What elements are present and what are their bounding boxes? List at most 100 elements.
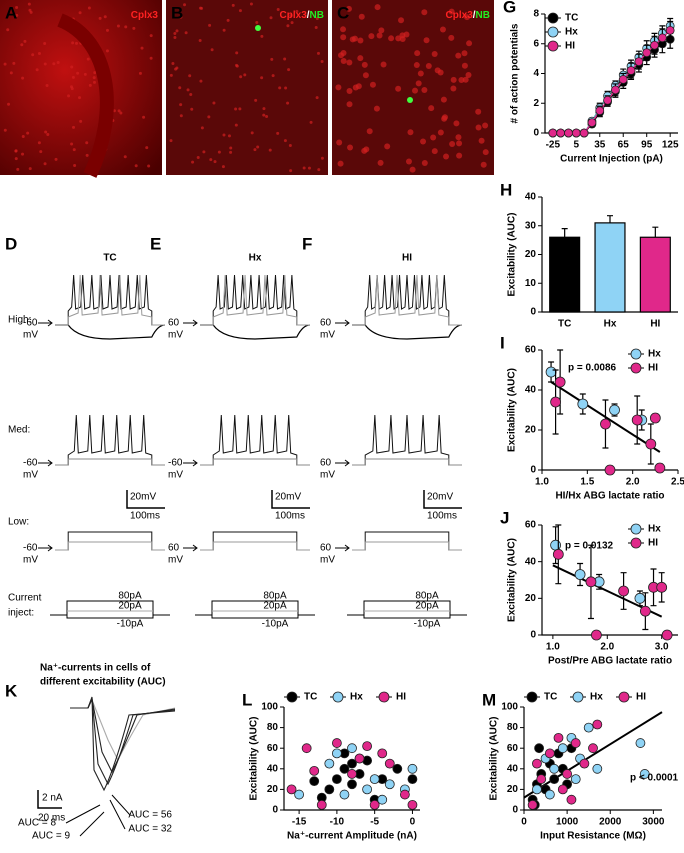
point [634,592,646,604]
cell [238,9,242,13]
x-tick-label: -10 [330,817,345,828]
cell [315,16,319,20]
stain-part: / [307,10,310,21]
cell [31,53,35,57]
cell [482,149,489,156]
point [570,774,581,784]
cell [384,143,391,150]
cell [351,35,358,42]
cell [39,150,43,154]
legend-marker [630,523,642,535]
point [562,769,573,779]
cell [217,150,221,154]
step-label: 80pA [415,591,439,602]
auc-label: AUC = 32 [128,824,172,835]
x-tick-label: 2000 [599,817,622,828]
voltage-trace [200,274,310,326]
cell [92,76,96,80]
cell [124,25,128,29]
cell [421,160,428,167]
voltage-trace [55,414,165,466]
fit-line [523,711,663,799]
step-label: 20pA [415,601,439,612]
cell [388,35,395,42]
cell [288,143,292,147]
group-label: TC [103,253,116,264]
cell [283,57,287,61]
legend-label: Hx [648,524,661,535]
cell [346,59,353,66]
cell [395,85,402,92]
cell [377,159,384,166]
voltage-trace [200,541,310,551]
cell [417,70,424,77]
voltage-trace [352,458,462,466]
cell [440,96,447,103]
cell [15,6,19,10]
point [611,85,620,95]
cell [270,57,274,61]
group-label: HI [402,253,412,264]
point [553,733,564,743]
cell [420,138,427,145]
cell [430,134,437,141]
cell [286,24,290,28]
cell [361,61,368,68]
cell [243,73,247,77]
stain-part: NB [476,10,490,21]
cell [169,73,173,77]
cell [437,129,444,136]
step-label: 20pA [118,601,142,612]
cell [79,119,83,123]
point [592,763,603,774]
point [392,763,403,774]
legend-marker [630,348,642,360]
legend-label: Hx [350,692,363,703]
x-tick-label: 0 [410,817,416,828]
x-tick-label: 0 [521,817,527,828]
potential: -60 [23,318,38,329]
cell [431,148,438,155]
point [527,799,538,810]
point [585,576,597,588]
cell [458,76,465,83]
cell [45,84,49,88]
cell [441,115,448,122]
point [639,769,650,779]
point [587,118,597,127]
arrow [111,794,131,816]
labelled-neuron [255,25,261,31]
point [377,794,388,805]
point [618,75,628,84]
point [309,776,320,787]
x-tick-label: 125 [662,140,679,151]
point [407,774,418,784]
cell [289,14,293,18]
cell [256,145,260,149]
cell [178,86,182,90]
y-tick-label: 40 [525,556,537,567]
cell [198,39,202,43]
voltage-trace [55,531,165,551]
cell [87,6,91,10]
point [532,758,542,769]
point [631,414,643,426]
bar [594,222,626,313]
scale-bar [126,490,165,509]
k-title: different excitability (AUC) [40,677,166,688]
cell [70,65,74,69]
point [316,799,327,810]
cell [72,125,76,129]
panel-letter: L [242,690,252,709]
cell [173,35,177,39]
cell [466,40,473,47]
y-tick-label: 40 [507,763,519,774]
cell [398,17,405,24]
cell [235,51,239,55]
cell [179,114,183,118]
panel-letter: A [5,3,17,22]
arrow [335,319,350,327]
point [399,789,410,800]
cell [307,166,311,170]
voltage-trace [55,458,165,466]
